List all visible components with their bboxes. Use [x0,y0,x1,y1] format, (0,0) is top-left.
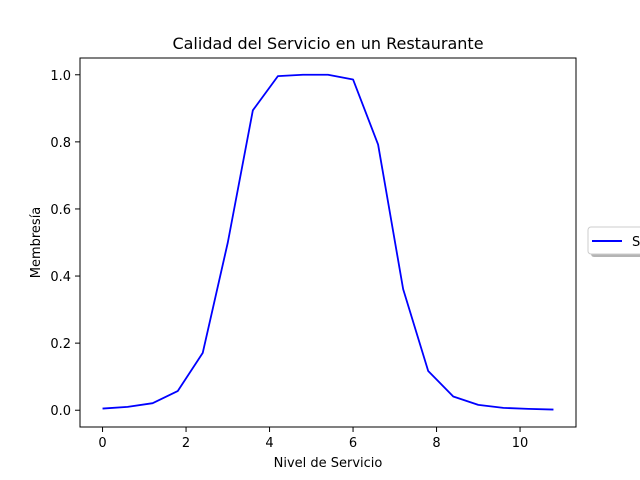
y-tick-label: 0.6 [50,203,71,218]
series-line-S [102,73,554,411]
x-tick-label: 8 [432,436,440,451]
y-tick-label: 0.2 [50,337,71,352]
y-tick-label: 1.0 [50,69,71,84]
x-tick-label: 0 [98,436,106,451]
x-tick-label: 4 [265,436,273,451]
y-tick-label: 0.0 [50,404,71,419]
y-tick-label: 0.8 [50,136,71,151]
axes-frame [79,57,577,428]
y-tick-label: 0.4 [50,270,71,285]
x-axis-label: Nivel de Servicio [274,456,383,471]
legend-label: S [632,235,640,250]
x-tick-label: 10 [512,436,529,451]
x-tick-label: 6 [349,436,357,451]
ticks: 0 2 4 6 8 10 0.0 0.2 0.4 0.6 0.8 1.0 [50,69,528,451]
chart-title: Calidad del Servicio en un Restaurante [172,34,483,53]
series-group [102,73,554,411]
x-tick-label: 2 [182,436,190,451]
y-axis-label: Membresía [29,207,44,279]
legend: S [587,226,640,257]
